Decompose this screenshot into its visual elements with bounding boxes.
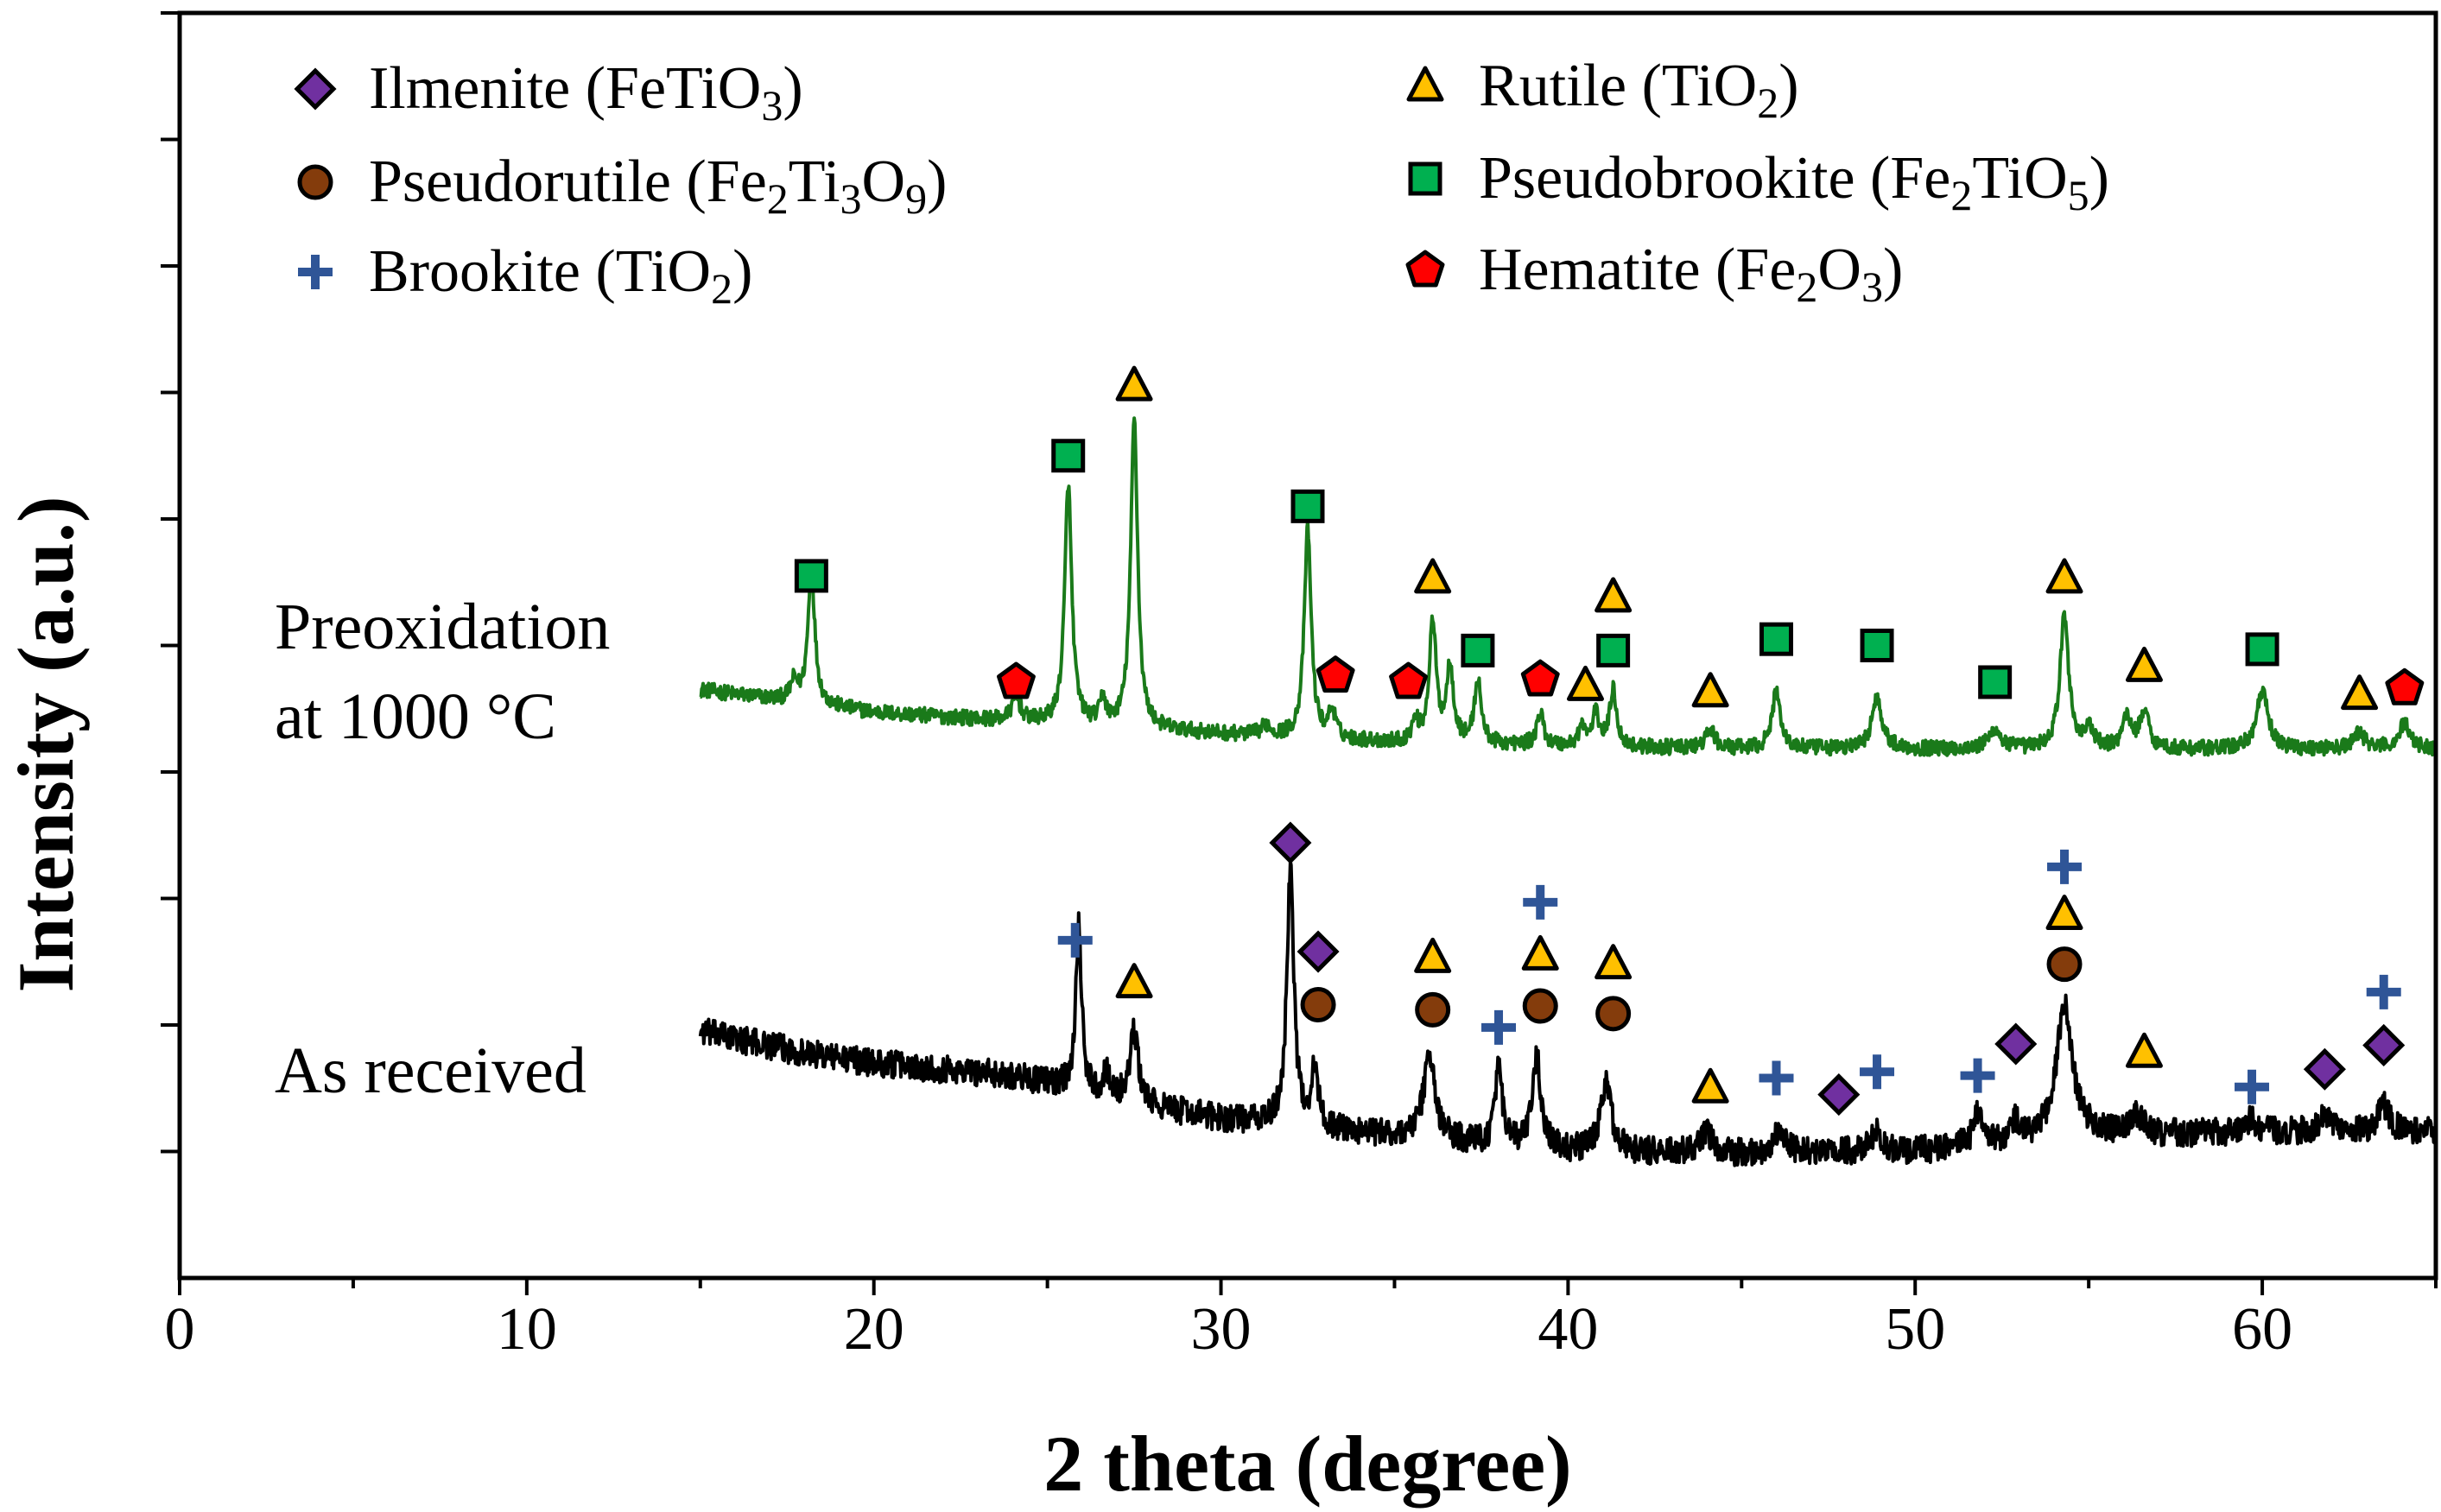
legend-brookite-label: Brookite (TiO2) <box>369 238 752 313</box>
rutile-peak-marker <box>2045 558 2083 594</box>
peak-markers <box>794 365 2425 1117</box>
hematite-peak-marker <box>2385 667 2425 705</box>
x-tick-label: 30 <box>1191 1296 1252 1363</box>
rutile-peak-marker <box>1115 365 1153 402</box>
legend-ilmenite-label: Ilmenite (FeTiO3) <box>369 55 803 130</box>
x-tick-label: 0 <box>165 1296 195 1363</box>
brookite-peak-marker <box>2047 849 2083 884</box>
pseudorutile-peak-marker <box>1300 987 1336 1023</box>
rutile-peak-marker <box>1566 665 1604 701</box>
rutile-peak-marker <box>1595 577 1633 613</box>
hematite-peak-marker <box>997 661 1036 699</box>
pseudobrookite-peak-marker <box>794 559 828 593</box>
trace-labels: Preoxidation at 1000 °C As received <box>275 591 610 1107</box>
pseudobrookite-peak-marker <box>1978 665 2013 699</box>
pseudobrookite-peak-marker <box>1290 489 1325 523</box>
series-line-as-received <box>698 859 2438 1167</box>
pseudobrookite-peak-marker <box>1860 629 1894 662</box>
pseudorutile-peak-marker <box>2046 946 2083 983</box>
brookite-peak-marker <box>2366 974 2401 1009</box>
rutile-peak-marker <box>1414 937 1452 973</box>
hematite-peak-marker <box>1520 659 1560 697</box>
legend: Ilmenite (FeTiO3) Rutile (TiO2) Pseudoruti… <box>294 53 2109 313</box>
x-tick-label: 10 <box>497 1296 557 1363</box>
pseudorutile-peak-marker <box>1522 988 1558 1024</box>
hematite-peak-marker <box>1389 661 1428 699</box>
rutile-peak-marker <box>2125 646 2163 682</box>
legend-pseudorutile-label: Pseudorutile (Fe2Ti3O9) <box>369 149 947 223</box>
x-ticks: 0 10 20 30 40 50 60 <box>165 1278 2438 1363</box>
ilmenite-peak-marker <box>1297 930 1340 973</box>
legend-ilmenite-icon <box>294 67 337 111</box>
y-ticks <box>161 11 180 1154</box>
pseudorutile-peak-marker <box>1415 991 1451 1028</box>
ilmenite-peak-marker <box>2362 1023 2406 1066</box>
x-tick-label: 60 <box>2232 1296 2292 1363</box>
rutile-peak-marker <box>2045 895 2083 931</box>
ilmenite-peak-marker <box>2303 1047 2346 1091</box>
brookite-peak-marker <box>1860 1054 1895 1090</box>
ilmenite-peak-marker <box>1817 1073 1861 1117</box>
ilmenite-peak-marker <box>1269 821 1312 864</box>
brookite-peak-marker <box>1523 884 1558 920</box>
y-axis-label: Intensity (a.u.) <box>2 496 90 992</box>
brookite-peak-marker <box>2235 1069 2270 1104</box>
hematite-peak-marker <box>1316 655 1355 693</box>
rutile-peak-marker <box>1595 944 1633 980</box>
legend-hematite-label: Hematite (Fe2O3) <box>1479 237 1903 311</box>
ilmenite-peak-marker <box>1994 1022 2038 1066</box>
legend-pseudobrookite-icon <box>1408 161 1442 196</box>
brookite-peak-marker <box>1759 1060 1794 1096</box>
x-axis-label: 2 theta (degree) <box>1043 1420 1571 1508</box>
rutile-peak-marker <box>1115 963 1153 999</box>
traces <box>698 416 2438 1167</box>
brookite-peak-marker <box>1481 1009 1517 1045</box>
pseudobrookite-peak-marker <box>2245 632 2279 667</box>
pseudobrookite-peak-marker <box>1461 633 1495 667</box>
pseudorutile-peak-marker <box>1595 996 1632 1032</box>
legend-pseudobrookite-label: Pseudobrookite (Fe2TiO5) <box>1479 145 2109 219</box>
series-label-preoxidation: Preoxidation <box>275 591 610 663</box>
x-tick-label: 40 <box>1538 1296 1598 1363</box>
brookite-peak-marker <box>1057 922 1093 958</box>
legend-pseudorutile-icon <box>297 164 333 200</box>
series-label-as-received: As received <box>275 1034 586 1107</box>
rutile-peak-marker <box>1521 934 1559 971</box>
pseudobrookite-peak-marker <box>1596 633 1631 667</box>
series-line-preoxidation <box>699 416 2437 757</box>
brookite-peak-marker <box>1960 1058 1995 1093</box>
legend-brookite-icon <box>298 255 333 289</box>
rutile-peak-marker <box>2341 674 2379 711</box>
rutile-peak-marker <box>1691 1067 1729 1104</box>
pseudobrookite-peak-marker <box>1759 622 1793 656</box>
legend-rutile-icon <box>1406 66 1444 102</box>
x-tick-label: 20 <box>844 1296 904 1363</box>
rutile-peak-marker <box>1691 672 1729 708</box>
series-label-preoxidation: at 1000 °C <box>275 680 556 753</box>
x-tick-label: 50 <box>1885 1296 1945 1363</box>
pseudobrookite-peak-marker <box>1051 439 1086 473</box>
rutile-peak-marker <box>1414 558 1452 594</box>
legend-hematite-icon <box>1405 250 1445 288</box>
legend-rutile-label: Rutile (TiO2) <box>1479 53 1799 127</box>
rutile-peak-marker <box>2125 1032 2163 1068</box>
